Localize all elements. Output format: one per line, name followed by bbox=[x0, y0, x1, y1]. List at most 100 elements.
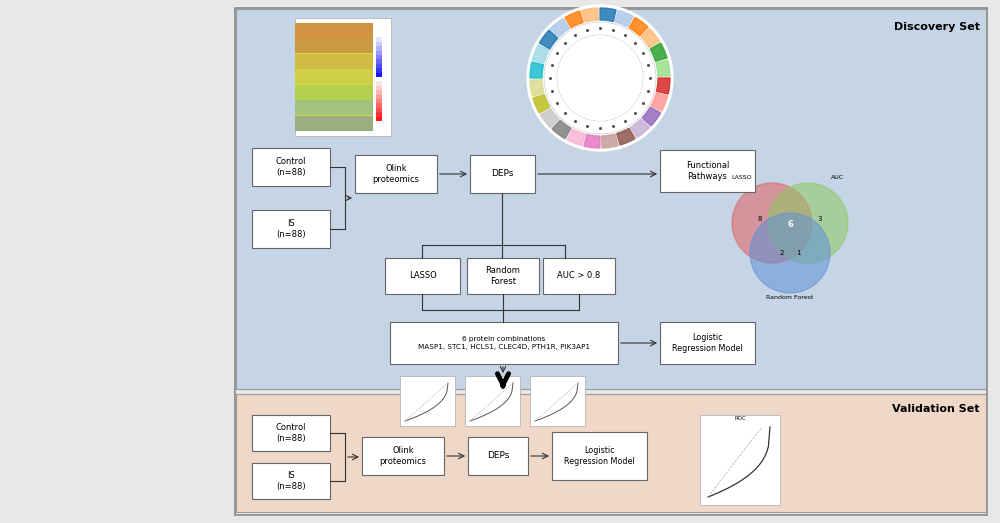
FancyBboxPatch shape bbox=[295, 116, 373, 131]
Text: ROC: ROC bbox=[734, 416, 746, 421]
FancyBboxPatch shape bbox=[465, 376, 520, 426]
FancyBboxPatch shape bbox=[376, 112, 382, 117]
FancyBboxPatch shape bbox=[362, 437, 444, 475]
Text: Random Forest: Random Forest bbox=[766, 295, 814, 300]
FancyBboxPatch shape bbox=[376, 33, 382, 38]
Polygon shape bbox=[565, 11, 583, 28]
Text: LASSO: LASSO bbox=[409, 271, 436, 280]
FancyBboxPatch shape bbox=[376, 42, 382, 46]
FancyBboxPatch shape bbox=[543, 258, 615, 294]
FancyBboxPatch shape bbox=[376, 68, 382, 73]
Polygon shape bbox=[651, 93, 668, 111]
FancyBboxPatch shape bbox=[376, 86, 382, 90]
Text: Validation Set: Validation Set bbox=[893, 404, 980, 414]
FancyBboxPatch shape bbox=[376, 60, 382, 64]
Circle shape bbox=[768, 183, 848, 263]
FancyBboxPatch shape bbox=[236, 394, 986, 512]
Circle shape bbox=[527, 5, 673, 151]
FancyBboxPatch shape bbox=[400, 376, 455, 426]
FancyBboxPatch shape bbox=[552, 432, 647, 480]
Polygon shape bbox=[656, 78, 670, 94]
FancyBboxPatch shape bbox=[252, 148, 330, 186]
Circle shape bbox=[732, 183, 812, 263]
Text: 3: 3 bbox=[818, 216, 822, 222]
Text: IS
(n=88): IS (n=88) bbox=[276, 219, 306, 238]
FancyBboxPatch shape bbox=[295, 69, 373, 84]
FancyBboxPatch shape bbox=[376, 108, 382, 112]
FancyBboxPatch shape bbox=[376, 82, 382, 86]
Polygon shape bbox=[642, 107, 661, 126]
Text: DEPs: DEPs bbox=[491, 169, 514, 178]
Polygon shape bbox=[530, 79, 544, 96]
FancyBboxPatch shape bbox=[660, 150, 755, 192]
Polygon shape bbox=[584, 134, 600, 148]
FancyBboxPatch shape bbox=[295, 54, 373, 69]
FancyBboxPatch shape bbox=[376, 95, 382, 99]
Polygon shape bbox=[617, 128, 635, 145]
FancyBboxPatch shape bbox=[376, 104, 382, 108]
FancyBboxPatch shape bbox=[376, 38, 382, 42]
Text: Logistic
Regression Model: Logistic Regression Model bbox=[672, 333, 743, 353]
FancyBboxPatch shape bbox=[236, 9, 986, 389]
Text: Logistic
Regression Model: Logistic Regression Model bbox=[564, 446, 635, 465]
Polygon shape bbox=[539, 30, 558, 49]
FancyBboxPatch shape bbox=[467, 258, 539, 294]
Text: 1: 1 bbox=[796, 250, 800, 256]
Text: LASSO: LASSO bbox=[732, 175, 752, 180]
Circle shape bbox=[750, 213, 830, 293]
FancyBboxPatch shape bbox=[295, 23, 373, 131]
Polygon shape bbox=[641, 28, 660, 48]
Polygon shape bbox=[532, 45, 549, 63]
Text: IS
(n=88): IS (n=88) bbox=[276, 471, 306, 491]
FancyBboxPatch shape bbox=[376, 99, 382, 104]
Text: Functional
Pathways: Functional Pathways bbox=[686, 161, 729, 181]
Polygon shape bbox=[615, 10, 633, 27]
FancyBboxPatch shape bbox=[295, 38, 373, 53]
Text: 6: 6 bbox=[787, 220, 793, 229]
Polygon shape bbox=[582, 8, 598, 22]
Text: 2: 2 bbox=[780, 250, 784, 256]
Text: Discovery Set: Discovery Set bbox=[894, 22, 980, 32]
Polygon shape bbox=[540, 108, 559, 128]
FancyBboxPatch shape bbox=[295, 23, 373, 38]
Polygon shape bbox=[602, 134, 618, 148]
FancyBboxPatch shape bbox=[376, 55, 382, 60]
FancyBboxPatch shape bbox=[376, 51, 382, 55]
Circle shape bbox=[558, 36, 642, 120]
Polygon shape bbox=[629, 17, 648, 36]
FancyBboxPatch shape bbox=[376, 73, 382, 77]
FancyBboxPatch shape bbox=[295, 100, 373, 115]
FancyBboxPatch shape bbox=[295, 18, 391, 136]
FancyBboxPatch shape bbox=[252, 210, 330, 248]
FancyBboxPatch shape bbox=[295, 85, 373, 100]
Text: Olink
proteomics: Olink proteomics bbox=[380, 446, 426, 465]
FancyBboxPatch shape bbox=[252, 463, 330, 499]
FancyBboxPatch shape bbox=[376, 117, 382, 121]
Polygon shape bbox=[552, 120, 571, 139]
Text: AUC: AUC bbox=[831, 175, 845, 180]
Polygon shape bbox=[533, 95, 550, 113]
FancyBboxPatch shape bbox=[385, 258, 460, 294]
FancyBboxPatch shape bbox=[468, 437, 528, 475]
FancyBboxPatch shape bbox=[376, 64, 382, 68]
Polygon shape bbox=[567, 129, 585, 145]
Text: DEPs: DEPs bbox=[487, 451, 509, 460]
FancyBboxPatch shape bbox=[700, 415, 780, 505]
FancyBboxPatch shape bbox=[376, 46, 382, 51]
Polygon shape bbox=[630, 119, 649, 138]
Text: 8: 8 bbox=[758, 216, 762, 222]
FancyBboxPatch shape bbox=[660, 322, 755, 364]
Text: Control
(n=88): Control (n=88) bbox=[276, 423, 306, 442]
Text: Random
Forest: Random Forest bbox=[486, 266, 520, 286]
Polygon shape bbox=[656, 60, 670, 76]
Text: Control
(n=88): Control (n=88) bbox=[276, 157, 306, 177]
FancyBboxPatch shape bbox=[252, 415, 330, 451]
FancyBboxPatch shape bbox=[376, 90, 382, 95]
Text: AUC > 0.8: AUC > 0.8 bbox=[557, 271, 601, 280]
FancyBboxPatch shape bbox=[376, 77, 382, 82]
FancyBboxPatch shape bbox=[530, 376, 585, 426]
Polygon shape bbox=[650, 43, 667, 61]
FancyBboxPatch shape bbox=[470, 155, 535, 193]
FancyBboxPatch shape bbox=[390, 322, 618, 364]
Text: 6 protein combinations
MASP1, STC1, HCLS1, CLEC4D, PTH1R, PIK3AP1: 6 protein combinations MASP1, STC1, HCLS… bbox=[418, 336, 590, 349]
